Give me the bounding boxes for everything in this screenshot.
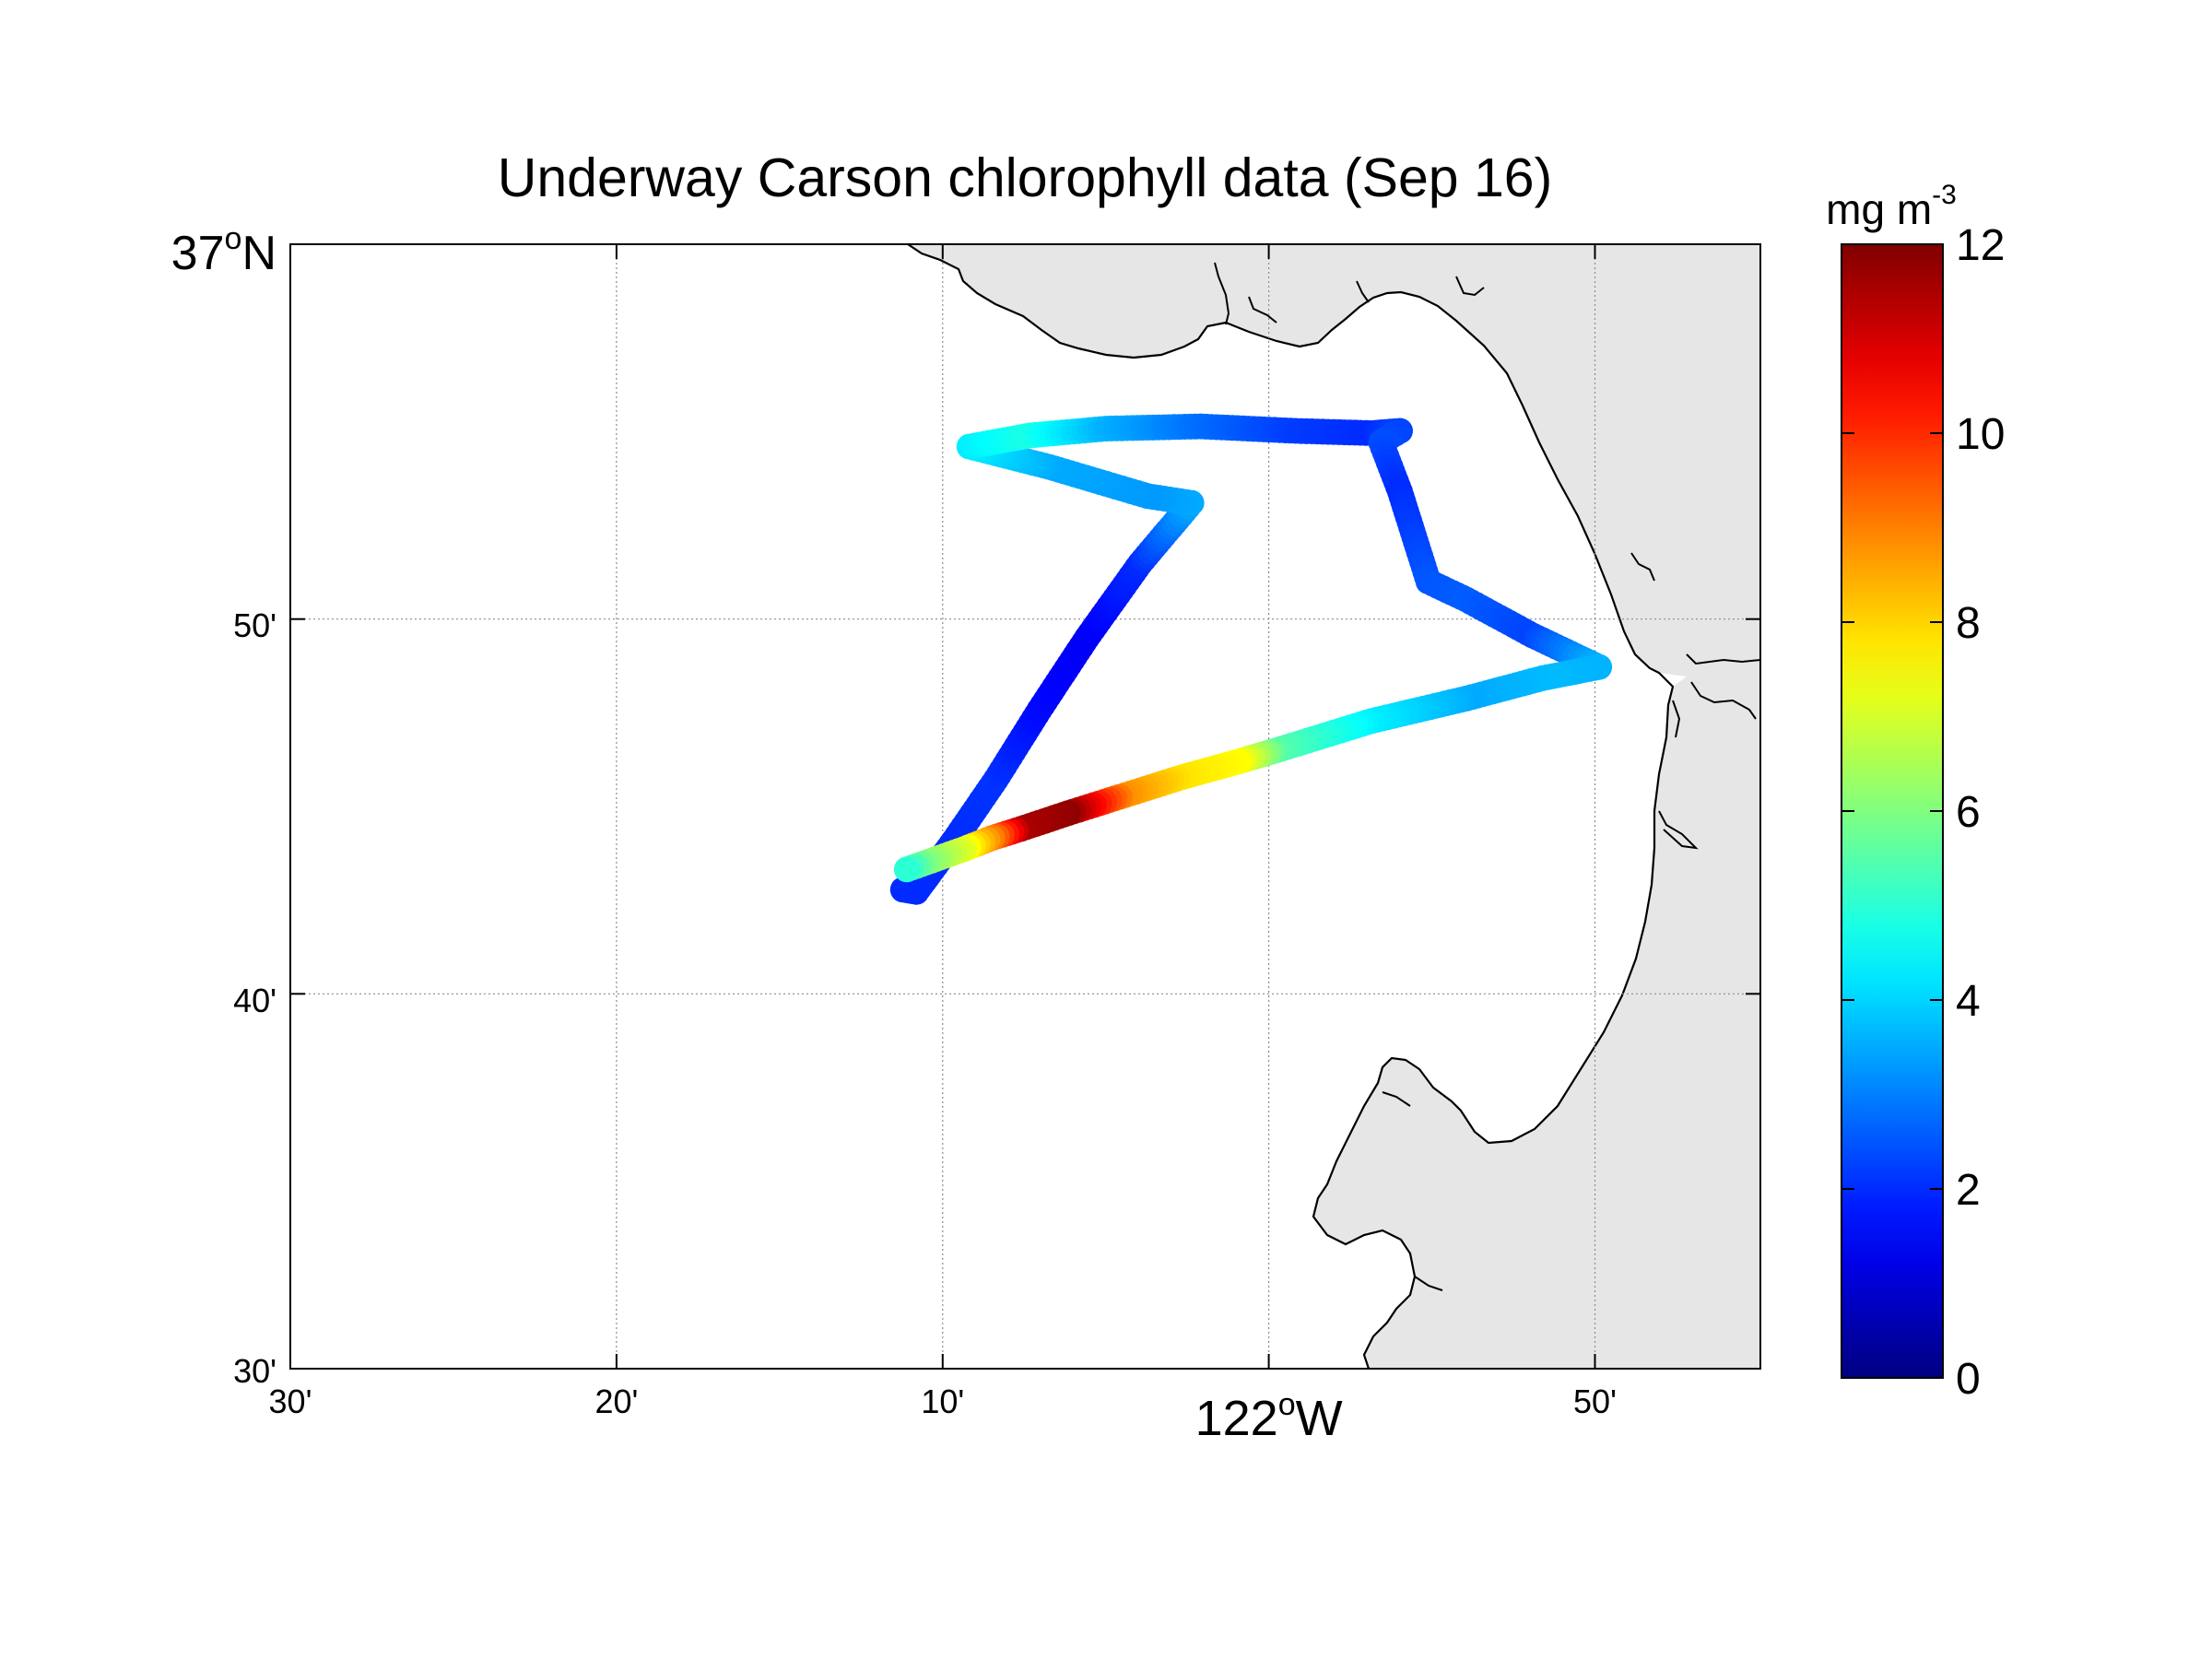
river-east-3	[1690, 681, 1757, 720]
river-south-2	[1414, 1276, 1443, 1291]
river-north-2	[1248, 296, 1277, 324]
colorbar-tick-label: 12	[1956, 221, 2005, 270]
ship-track	[889, 413, 1613, 905]
land-layer	[907, 244, 1760, 1369]
y-tick-label-40: 40'	[233, 982, 276, 1019]
colorbar-tick-label: 8	[1956, 599, 1981, 648]
x-tick-label-122W: 122oW	[1195, 1387, 1343, 1446]
colorbar-ticks: 0 2 4 6 8 10 12	[1841, 221, 2005, 1404]
y-tick-label-37N-hemi: N	[241, 227, 276, 280]
x-tick-label-50: 50'	[1573, 1382, 1617, 1420]
colorbar-unit-base: mg m	[1826, 185, 1932, 233]
x-tick-label-122W-deg: 122	[1195, 1391, 1278, 1446]
harbor-jetty	[1658, 810, 1699, 850]
river-east-1	[1630, 552, 1655, 582]
y-tick-label-37N-deg: 37	[171, 227, 225, 280]
river-north-1	[1214, 262, 1230, 325]
colorbar-gradient	[1841, 243, 1944, 1379]
land-north-coast	[908, 244, 1760, 677]
land-east-coast	[1313, 677, 1760, 1369]
map-tick-marks	[290, 244, 1760, 1369]
x-tick-label-122W-sup: o	[1278, 1387, 1296, 1422]
track-point	[893, 856, 920, 883]
river-north-3	[1356, 280, 1370, 303]
colorbar-tick-label: 6	[1956, 788, 1981, 837]
map-title: Underway Carson chlorophyll data (Sep 16…	[498, 147, 1553, 208]
x-tick-label-10: 10'	[921, 1382, 964, 1420]
colorbar: mg m-3 0 2 4 6 8 10 12	[1826, 180, 2005, 1404]
colorbar-tick-label: 10	[1956, 410, 2005, 459]
x-tick-labels: 30' 20' 10' 122oW 50'	[269, 1382, 1617, 1446]
y-tick-label-50: 50'	[233, 606, 276, 644]
map-axes-frame	[289, 243, 1761, 1370]
y-tick-labels: 30' 40' 50' 37oN	[171, 221, 276, 1390]
river-east-2	[1686, 653, 1760, 665]
river-north-4	[1455, 276, 1485, 297]
river-east-4	[1672, 700, 1681, 738]
y-tick-label-30: 30'	[233, 1352, 276, 1390]
colorbar-unit-exponent: -3	[1932, 180, 1957, 210]
y-tick-label-37N: 37oN	[171, 221, 276, 280]
colorbar-tick-label: 2	[1956, 1166, 1981, 1215]
x-tick-label-122W-hemi: W	[1296, 1391, 1343, 1446]
x-tick-label-30: 30'	[269, 1382, 312, 1420]
colorbar-tick-label: 0	[1956, 1355, 1981, 1404]
x-tick-label-20: 20'	[594, 1382, 638, 1420]
river-south-1	[1382, 1091, 1411, 1107]
colorbar-tick-label: 4	[1956, 977, 1981, 1026]
colorbar-unit-label: mg m-3	[1826, 180, 1957, 233]
coastline-north	[907, 244, 1675, 1369]
map-grid	[290, 244, 1760, 1369]
y-tick-label-37N-sup: o	[225, 221, 242, 256]
